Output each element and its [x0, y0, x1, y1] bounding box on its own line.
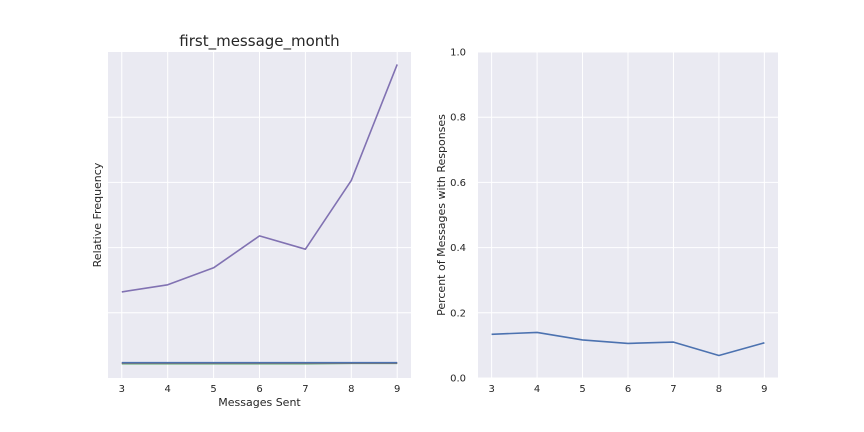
chart-right: 3 4 5 6 7 8 9 0.0 0.2 0.4 0.6 0.8 1.0 Percent of Me…: [435, 48, 778, 395]
chart-left: 3 4 5 6 7 8 9 first_message_month Messages Sen…: [91, 32, 411, 409]
left-chart-title: first_message_month: [179, 32, 339, 51]
right-y-tick-label: 0.2: [450, 308, 466, 319]
right-y-tick-labels: 0.0 0.2 0.4 0.6 0.8 1.0: [450, 48, 466, 385]
right-x-tick-label: 7: [670, 384, 676, 395]
right-series-line-0: [491, 331, 765, 357]
right-y-tick-label: 0.6: [450, 178, 466, 189]
left-gridlines: [108, 52, 411, 378]
right-series-group: [491, 331, 765, 357]
right-y-axis-label: Percent of Messages with Responses: [435, 114, 448, 316]
right-x-tick-label: 5: [579, 384, 585, 395]
right-x-tick-label: 3: [488, 384, 494, 395]
left-series-line-0: [121, 64, 398, 293]
right-x-tick-label: 9: [761, 384, 767, 395]
right-gridlines: [478, 51, 778, 379]
right-x-tick-label: 8: [716, 384, 722, 395]
right-x-tick-label: 4: [534, 384, 540, 395]
right-y-tick-label: 0.4: [450, 243, 466, 254]
right-y-tick-label: 0.8: [450, 113, 466, 124]
right-x-tick-label: 6: [625, 384, 631, 395]
left-x-tick-label: 8: [348, 384, 354, 395]
left-x-tick-label: 7: [302, 384, 308, 395]
left-series-group: [121, 64, 398, 365]
left-y-axis-label: Relative Frequency: [91, 162, 104, 267]
left-x-tick-label: 6: [256, 384, 262, 395]
left-x-tick-label: 5: [210, 384, 216, 395]
right-x-tick-labels: 3 4 5 6 7 8 9: [488, 384, 767, 395]
left-x-tick-label: 4: [164, 384, 170, 395]
left-x-tick-label: 3: [119, 384, 125, 395]
right-y-tick-label: 0.0: [450, 374, 466, 385]
left-x-tick-labels: 3 4 5 6 7 8 9: [119, 384, 401, 395]
left-x-axis-label: Messages Sent: [218, 396, 301, 409]
left-x-tick-label: 9: [394, 384, 400, 395]
right-y-tick-label: 1.0: [450, 48, 466, 59]
